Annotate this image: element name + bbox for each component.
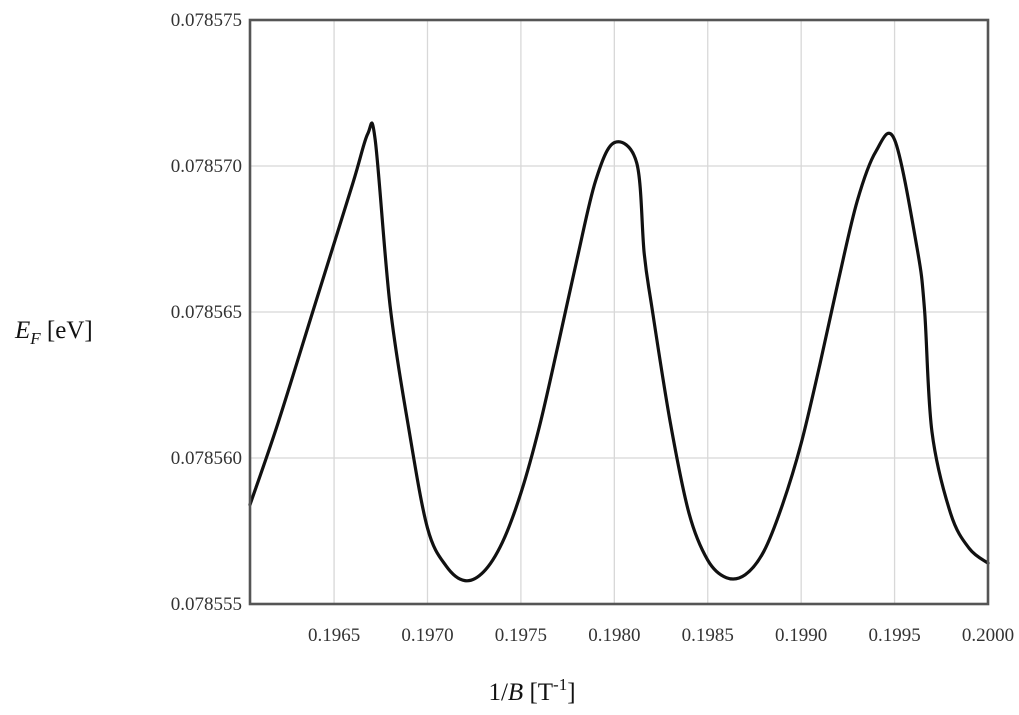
x-tick-label: 0.1985: [682, 625, 734, 646]
y-tick-label: 0.078565: [171, 302, 242, 323]
grid: [250, 20, 988, 604]
tick-labels: 0.078555 0.078560 0.078565 0.078570 0.078575…: [171, 10, 1014, 646]
x-tick-label: 0.1970: [401, 625, 453, 646]
y-tick-label: 0.078555: [171, 594, 242, 615]
x-tick-label: 0.1990: [775, 625, 827, 646]
plot-frame: [248, 18, 990, 606]
x-tick-label: 0.1975: [495, 625, 547, 646]
x-axis-label: 1/B [T-1]: [488, 675, 575, 706]
x-tick-label: 0.1980: [588, 625, 640, 646]
x-tick-label: 0.1995: [868, 625, 920, 646]
y-tick-label: 0.078560: [171, 448, 242, 469]
series-line: [248, 121, 990, 583]
x-tick-label: 0.2000: [962, 625, 1014, 646]
x-tick-label: 0.1965: [308, 625, 360, 646]
plot-area: [248, 121, 990, 583]
y-axis-label: EF [eV]: [14, 317, 93, 348]
y-tick-label: 0.078570: [171, 156, 242, 177]
y-tick-label: 0.078575: [171, 10, 242, 31]
